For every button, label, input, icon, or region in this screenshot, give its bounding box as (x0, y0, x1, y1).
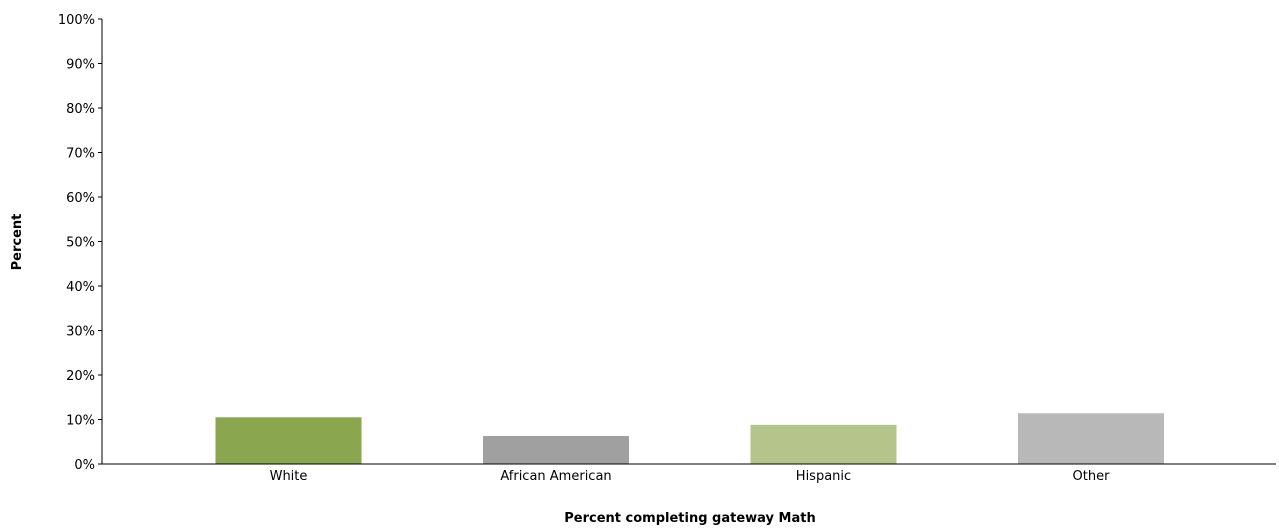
y-tick-label: 70% (66, 147, 95, 162)
y-tick-label: 20% (66, 369, 95, 384)
bar-african-american (483, 435, 629, 464)
x-category-label: White (270, 469, 308, 484)
y-tick-label: 60% (66, 191, 95, 206)
bar-other (1018, 413, 1164, 464)
y-tick-label: 30% (66, 325, 95, 340)
x-labels-layer: White African American Hispanic Other (270, 469, 1111, 484)
x-axis-title: Percent completing gateway Math (564, 511, 815, 526)
x-category-label: African American (500, 469, 611, 484)
y-axis-title: Percent (10, 214, 25, 271)
x-category-label: Hispanic (796, 469, 851, 484)
y-tick-label: 50% (66, 236, 95, 251)
bars-layer (215, 413, 1164, 464)
y-tick-label: 100% (58, 13, 95, 28)
y-tick-label: 90% (66, 58, 95, 73)
y-tick-label: 0% (74, 458, 95, 473)
bar-white (215, 417, 362, 464)
y-tick-label: 10% (66, 414, 95, 429)
x-category-label: Other (1073, 469, 1111, 484)
y-tick-label: 80% (66, 102, 95, 117)
y-tick-label: 40% (66, 280, 95, 295)
y-ticks-layer: 0% 10% 20% 30% 40% 50% 60% 70% 80% 90% 100% (58, 13, 102, 473)
bar-hispanic (750, 424, 897, 464)
